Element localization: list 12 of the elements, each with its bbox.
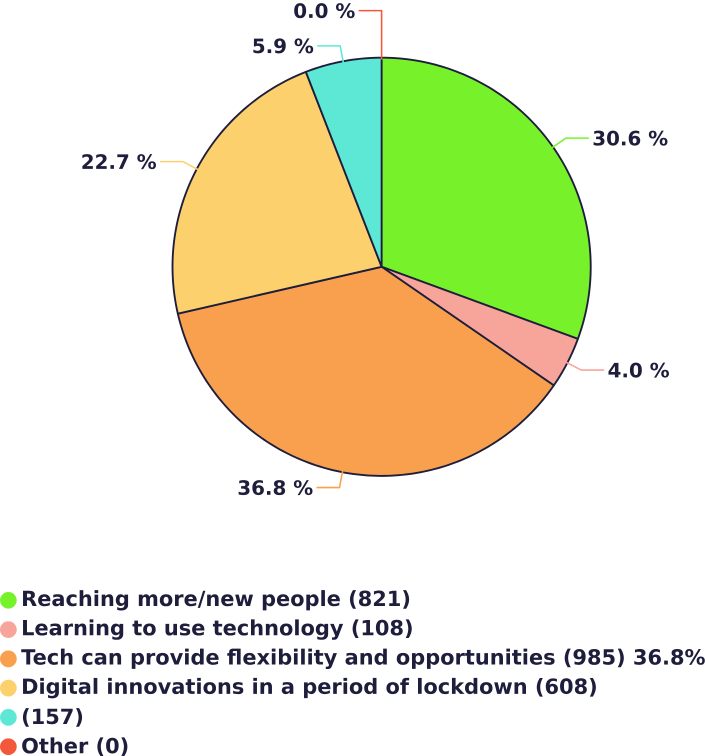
legend-label: (157): [22, 708, 82, 727]
data-label: 4.0 %: [608, 362, 669, 378]
data-label: 22.7 %: [82, 154, 156, 170]
legend-label: Digital innovations in a period of lockdown (608): [22, 678, 596, 698]
data-label: 36.8 %: [238, 480, 312, 496]
legend-label: Reaching more/new people (821): [22, 590, 409, 610]
text: 0.0 %: [294, 3, 354, 18]
data-label: 30.6 %: [593, 130, 668, 146]
legend-label: Tech can provide flexibility and opportunities (985) 36.8%: [21, 648, 705, 670]
legend-label: Other (0): [22, 737, 128, 756]
legend-label: Learning to use technology (108): [22, 619, 412, 640]
data-label: 5.9 %: [253, 38, 314, 54]
